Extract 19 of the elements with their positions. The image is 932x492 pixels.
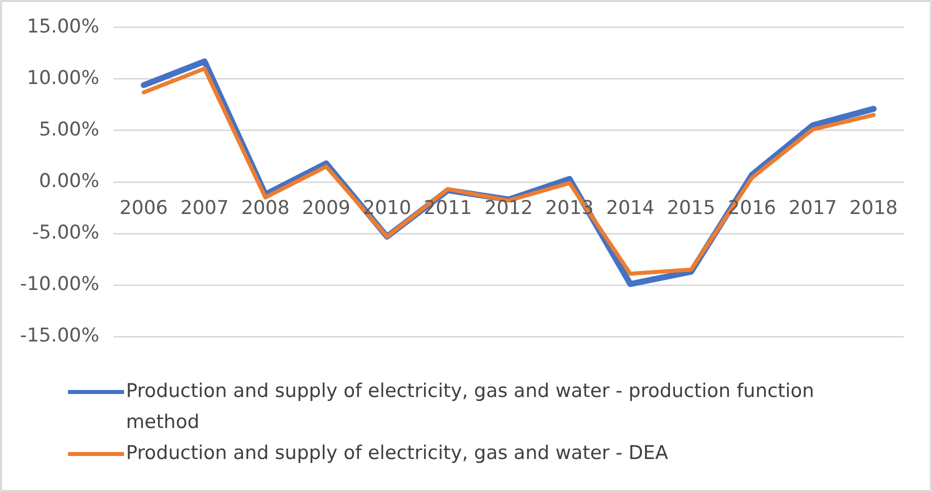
x-tick-label: 2018 — [849, 196, 898, 219]
x-tick-label: 2012 — [484, 196, 533, 219]
y-tick-label: 10.00% — [26, 66, 100, 89]
x-tick-label: 2007 — [180, 196, 229, 219]
y-tick-label: 5.00% — [38, 118, 100, 140]
x-tick-label: 2008 — [241, 196, 290, 219]
legend-label: Production and supply of electricity, gas and water - DEA — [126, 441, 668, 466]
x-tick-label: 2009 — [302, 196, 350, 219]
y-tick-label: 15.00% — [26, 15, 100, 38]
y-tick-label: -10.00% — [20, 273, 100, 296]
y-tick-label: -5.00% — [32, 221, 100, 244]
legend-label: Production and supply of electricity, gas and water - production function method — [126, 379, 816, 435]
x-tick-label: 2017 — [788, 196, 837, 219]
x-tick-label: 2011 — [424, 196, 472, 219]
x-tick-label: 2015 — [666, 196, 716, 219]
y-tick-label: -15.00% — [20, 324, 100, 347]
x-tick-label: 2014 — [606, 196, 654, 219]
y-tick-label: 0.00% — [38, 170, 100, 192]
x-tick-label: 2006 — [120, 196, 168, 219]
